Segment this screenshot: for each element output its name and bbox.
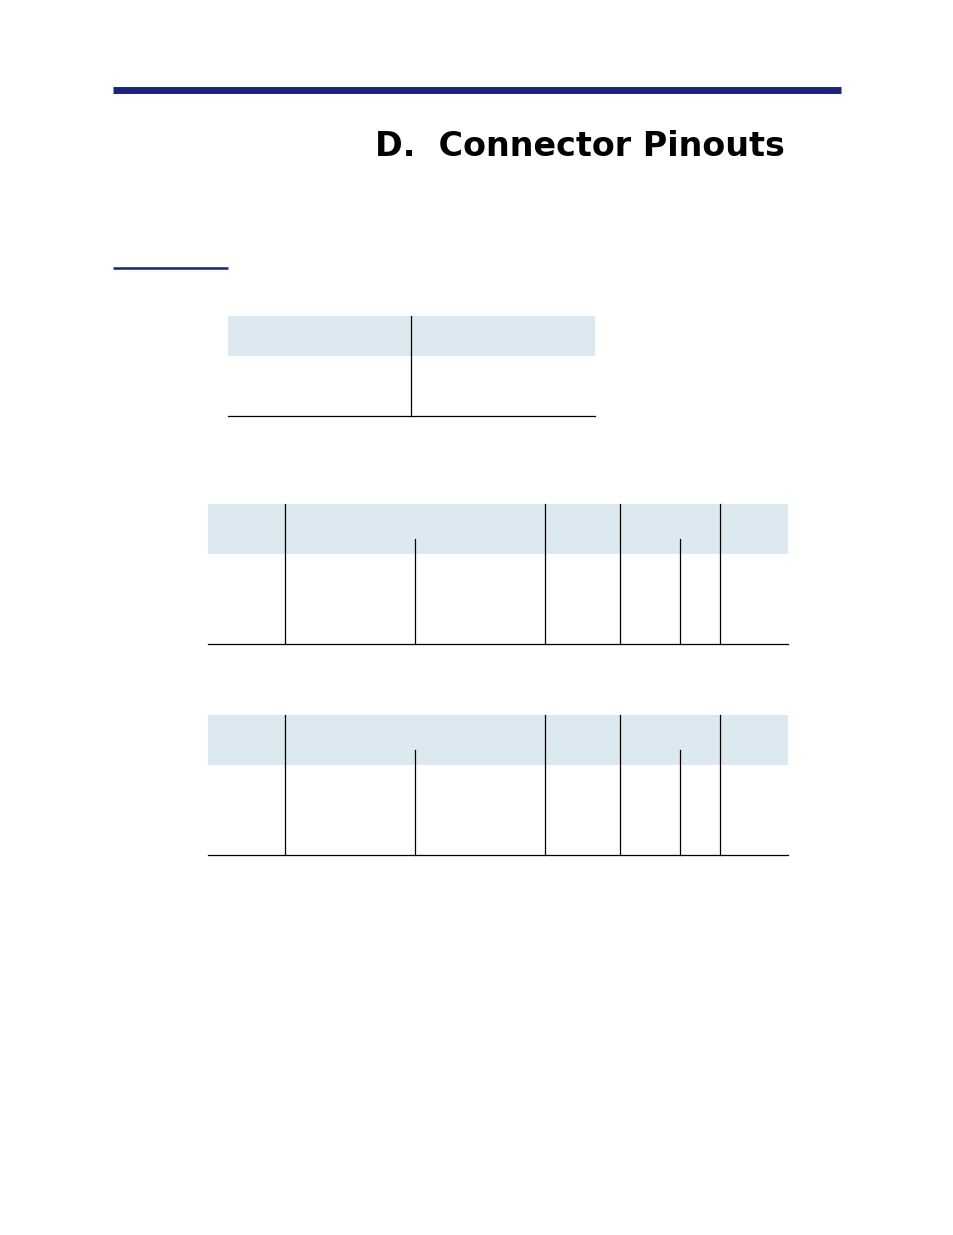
Bar [228, 316, 595, 356]
Bar [208, 715, 787, 764]
Bar [208, 504, 787, 555]
Text: D.  Connector Pinouts: D. Connector Pinouts [375, 131, 784, 163]
